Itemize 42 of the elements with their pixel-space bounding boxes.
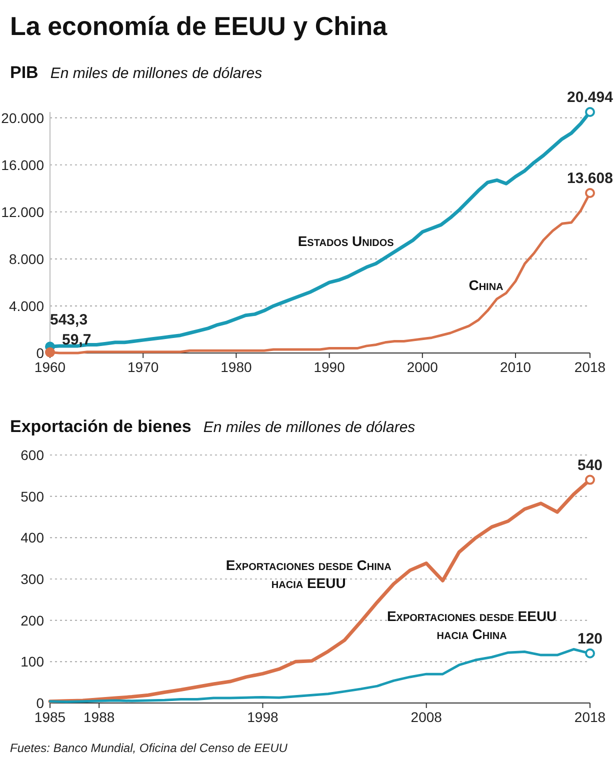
text: Fuetes: Banco Mundial, Oficina del Censo de EEUU: [10, 741, 288, 755]
y-tick-label: 100: [20, 654, 44, 670]
chart-title: PIB: [10, 63, 38, 82]
x-tick-label: 2018: [574, 359, 606, 375]
series-label: Exportaciones desde China hacia EEUU: [226, 556, 392, 591]
x-tick-label: 1990: [314, 359, 346, 375]
x-tick-label: 1980: [220, 359, 252, 375]
x-tick-label: 1985: [34, 709, 66, 725]
text: La economía de EEUU y China: [10, 11, 388, 41]
data-label: 20.494: [567, 89, 614, 106]
y-tick-label: 16.000: [1, 156, 44, 173]
y-tick-label: 300: [20, 571, 44, 587]
x-tick-label: 2018: [574, 709, 606, 725]
series-label: China: [468, 277, 504, 294]
x-tick-label: 1960: [34, 359, 66, 375]
y-tick-label: 0: [36, 695, 44, 711]
data-label: 59,7: [62, 331, 92, 348]
x-tick-label: 2010: [500, 359, 532, 375]
point: [45, 347, 55, 358]
y-tick-label: 500: [20, 488, 44, 504]
y-tick-label: 4.000: [8, 298, 44, 314]
y-tick-label: 20.000: [1, 110, 44, 126]
x-tick-label: 2008: [410, 709, 442, 725]
data-label: 120: [577, 630, 603, 648]
x-tick-label: 1970: [128, 359, 159, 375]
data-label: 543,3: [50, 312, 88, 329]
y-tick-label: 8.000: [8, 250, 44, 267]
chart-subtitle: En miles de millones de dólares: [50, 65, 263, 82]
series-label: Estados Unidos: [298, 232, 394, 249]
x-tick-label: 2000: [406, 359, 438, 375]
x-tick-label: 1998: [247, 709, 279, 725]
chart-title: Exportación de bienes: [10, 417, 192, 436]
series-label: Exportaciones desde EEUU hacia China: [386, 608, 557, 642]
data-label: 13.608: [567, 170, 613, 187]
y-tick-label: 200: [20, 612, 44, 628]
data-label: 540: [577, 456, 603, 474]
y-tick-label: 12.000: [1, 204, 44, 220]
x-tick-label: 1988: [84, 709, 115, 725]
chart-subtitle: En miles de millones de dólares: [203, 419, 416, 436]
y-tick-label: 0: [36, 345, 44, 361]
y-tick-label: 400: [20, 530, 44, 546]
y-tick-label: 600: [20, 447, 44, 463]
